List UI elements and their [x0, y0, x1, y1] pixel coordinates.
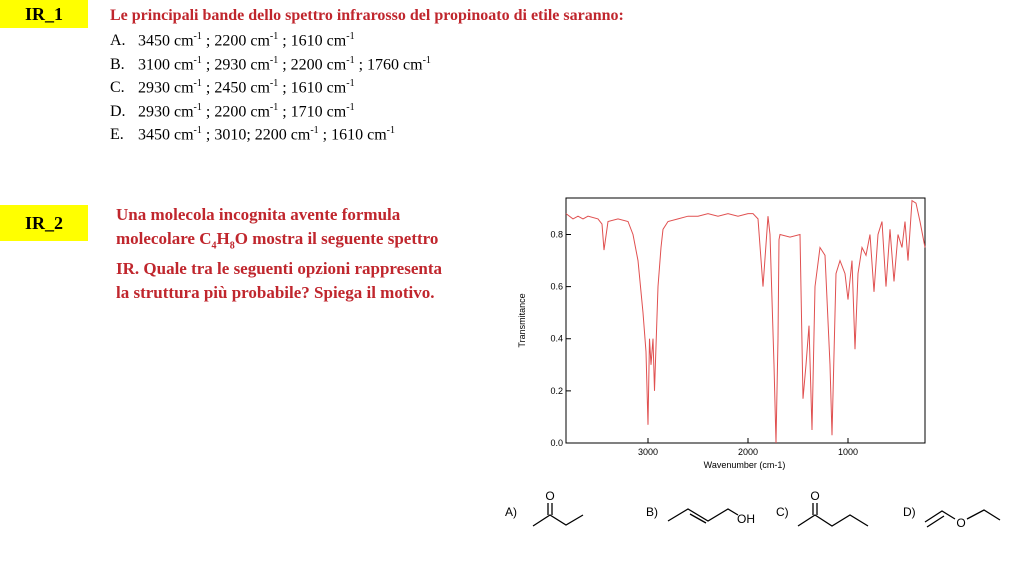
option-text: 3100 cm — [138, 55, 194, 73]
molecule-label: B) — [646, 505, 658, 519]
bond — [966, 509, 1001, 521]
question-text: H — [216, 228, 230, 248]
bond — [926, 515, 945, 528]
option: C. 2930 cm-1 ; 2450 cm-1 ; 1610 cm-1 — [110, 78, 355, 97]
option-letter: D. — [110, 102, 126, 120]
atom-label: OH — [737, 512, 755, 526]
option-text: ; 1610 cm — [278, 79, 347, 97]
superscript: -1 — [193, 101, 202, 113]
superscript: -1 — [269, 78, 279, 89]
question-text: Una molecola incognita avente formula mo… — [116, 205, 401, 248]
spectrum-line — [565, 199, 926, 444]
x-tick-label: 2000 — [738, 447, 758, 457]
option-text: ; 1760 cm — [354, 55, 423, 73]
option-text: ; 1710 cm — [278, 102, 347, 120]
molecule-label: C) — [776, 505, 789, 519]
option-text: 2930 cm — [138, 79, 194, 97]
bond — [667, 508, 739, 522]
y-tick-label: 0.0 — [550, 438, 563, 448]
molecule-label: D) — [903, 505, 916, 519]
option-text: ; 2450 cm — [201, 79, 270, 97]
bond — [924, 510, 956, 523]
option-text: ; 2200 cm — [278, 55, 347, 73]
option: D. 2930 cm-1 ; 2200 cm-1 ; 1710 cm-1 — [110, 102, 355, 121]
superscript: -1 — [422, 54, 431, 66]
bond — [532, 514, 584, 527]
option-text: 3450 cm — [138, 126, 194, 144]
option-text: 3450 cm — [138, 32, 194, 50]
y-tick-label: 0.4 — [550, 334, 563, 344]
bond — [797, 514, 869, 527]
superscript: -1 — [193, 31, 202, 42]
ir1-question: Le principali bande dello spettro infrar… — [110, 7, 624, 24]
subscript: 8 — [229, 239, 235, 251]
superscript: -1 — [193, 78, 202, 89]
superscript: -1 — [193, 54, 202, 66]
option-letter: E. — [110, 126, 124, 144]
atom-label: O — [810, 489, 819, 503]
option-text: 2930 cm — [138, 102, 194, 120]
superscript: -1 — [269, 31, 279, 42]
superscript: -1 — [346, 78, 355, 89]
option-text: ; 3010; 2200 cm — [201, 126, 311, 144]
superscript: -1 — [193, 125, 202, 136]
y-tick-label: 0.6 — [550, 282, 563, 292]
superscript: -1 — [346, 31, 355, 42]
y-tick-label: 0.8 — [550, 229, 563, 239]
superscript: -1 — [386, 125, 396, 136]
plot-frame — [565, 197, 926, 444]
superscript: -1 — [269, 101, 279, 113]
atom-label: O — [956, 516, 965, 530]
option: B. 3100 cm-1 ; 2930 cm-1 ; 2200 cm-1 ; 17… — [110, 55, 431, 74]
ir1-label: IR_1 — [0, 0, 88, 28]
y-tick-label: 0.2 — [550, 386, 563, 396]
superscript: -1 — [310, 125, 319, 136]
bond — [689, 513, 707, 524]
superscript: -1 — [269, 54, 279, 66]
x-axis-label: Wavenumber (cm-1) — [704, 460, 786, 470]
question-text: O mostra il seguente spettro IR. Quale t… — [116, 228, 442, 302]
x-tick-label: 3000 — [638, 447, 658, 457]
option-text: ; 1610 cm — [278, 32, 347, 50]
option-text: ; 2930 cm — [201, 55, 270, 73]
superscript: -1 — [346, 54, 355, 66]
option-text: ; 2200 cm — [201, 32, 270, 50]
option: E. 3450 cm-1 ; 3010; 2200 cm-1 ; 1610 cm-… — [110, 125, 395, 144]
option: A. 3450 cm-1 ; 2200 cm-1 ; 1610 cm-1 — [110, 31, 355, 50]
y-axis-label: Transmitance — [517, 293, 527, 347]
x-tick-label: 1000 — [838, 447, 858, 457]
option-text: ; 2200 cm — [201, 102, 270, 120]
ir2-label: IR_2 — [0, 205, 88, 241]
option-letter: A. — [110, 32, 126, 50]
option-text: ; 1610 cm — [318, 126, 387, 144]
option-letter: C. — [110, 79, 125, 97]
ir2-question: Una molecola incognita avente formula mo… — [116, 203, 451, 304]
atom-label: O — [545, 489, 554, 503]
option-letter: B. — [110, 55, 125, 73]
subscript: 4 — [211, 239, 217, 251]
superscript: -1 — [346, 101, 355, 113]
molecule-label: A) — [505, 505, 517, 519]
